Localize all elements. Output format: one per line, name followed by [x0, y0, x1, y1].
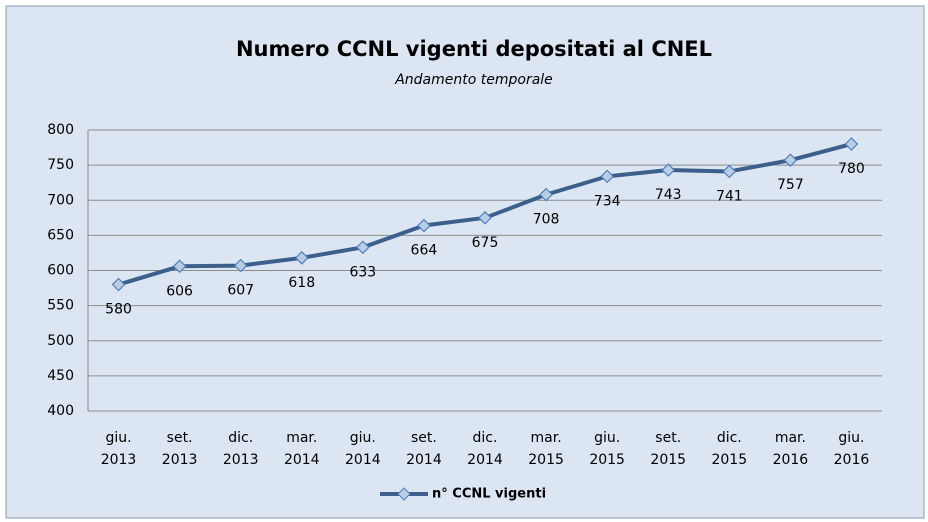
- x-tick-label: giu. 2016: [834, 430, 870, 468]
- point-marker: [661, 163, 676, 177]
- x-tick-label: mar. 2014: [284, 430, 320, 468]
- point-marker: [844, 137, 859, 151]
- data-label: 757: [777, 177, 804, 193]
- y-tick-label: 800: [47, 122, 74, 138]
- data-label: 633: [349, 264, 376, 280]
- chart-background: [5, 5, 925, 519]
- point-marker: [417, 218, 431, 233]
- y-tick-label: 650: [47, 227, 74, 243]
- y-tick-label: 600: [47, 263, 74, 279]
- x-tick-label: set. 2014: [406, 430, 442, 468]
- x-tick-label: dic. 2015: [711, 430, 747, 468]
- x-tick-label: dic. 2014: [467, 430, 503, 468]
- data-label: 708: [533, 212, 560, 228]
- point-marker: [233, 258, 248, 273]
- x-tick-label: set. 2015: [650, 430, 686, 468]
- x-tick-label: mar. 2016: [773, 430, 809, 468]
- point-marker: [355, 240, 370, 255]
- y-tick-label: 400: [47, 403, 74, 419]
- x-tick-label: set. 2013: [162, 430, 198, 468]
- point-marker: [722, 164, 737, 179]
- y-tick-label: 750: [47, 157, 74, 173]
- point-marker: [783, 153, 798, 168]
- chart-subtitle: Andamento temporale: [394, 72, 553, 88]
- point-marker: [172, 259, 187, 274]
- data-label: 664: [411, 243, 438, 259]
- point-marker: [294, 251, 309, 265]
- y-tick-label: 700: [47, 192, 74, 208]
- chart-title: Numero CCNL vigenti depositati al CNEL: [236, 37, 712, 61]
- data-label: 734: [594, 193, 621, 209]
- x-tick-label: mar. 2015: [528, 430, 564, 468]
- data-label: 580: [105, 302, 132, 318]
- data-label: 743: [655, 187, 682, 203]
- y-tick-label: 450: [47, 368, 74, 384]
- point-marker: [600, 169, 615, 184]
- data-label: 780: [838, 161, 865, 177]
- x-tick-label: giu. 2015: [589, 430, 625, 468]
- data-label: 675: [472, 235, 499, 251]
- data-label: 607: [227, 283, 254, 299]
- data-label: 741: [716, 188, 743, 204]
- point-marker: [478, 210, 492, 225]
- legend-label: n° CCNL vigenti: [432, 487, 546, 502]
- point-marker: [539, 187, 553, 202]
- point-marker: [111, 277, 126, 292]
- x-tick-label: giu. 2013: [101, 430, 137, 468]
- x-tick-label: dic. 2013: [223, 430, 259, 468]
- legend-marker: [397, 487, 411, 501]
- data-label: 618: [288, 275, 315, 291]
- data-label: 606: [166, 283, 193, 299]
- x-tick-label: giu. 2014: [345, 430, 381, 468]
- y-tick-label: 550: [47, 298, 74, 314]
- y-tick-label: 500: [47, 333, 74, 349]
